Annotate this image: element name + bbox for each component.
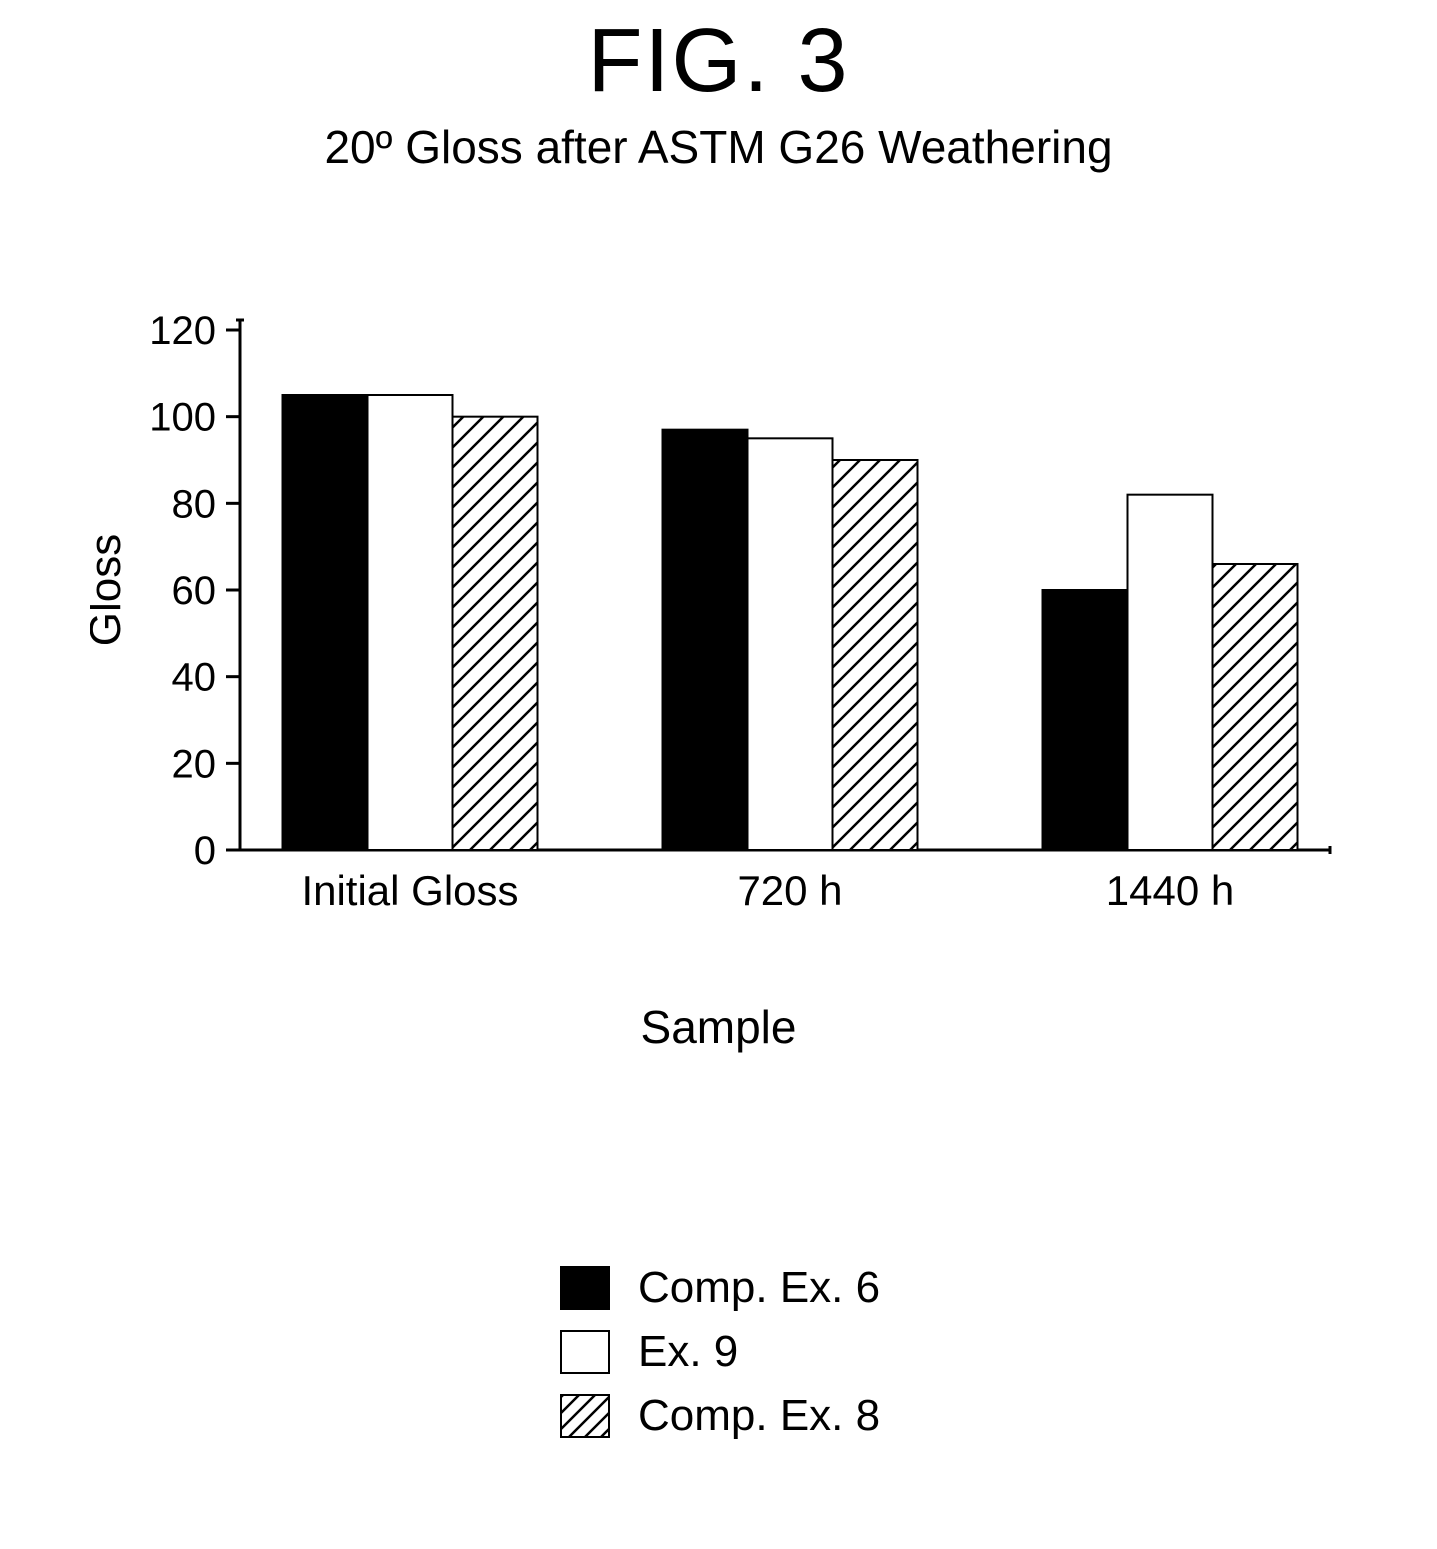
- y-tick-label: 0: [194, 829, 216, 873]
- bar: [283, 395, 368, 850]
- legend: Comp. Ex. 6 Ex. 9 Comp. Ex. 8: [560, 1260, 880, 1452]
- x-tick-label: 720 h: [737, 867, 842, 914]
- legend-label: Comp. Ex. 8: [638, 1391, 880, 1441]
- legend-label: Comp. Ex. 6: [638, 1263, 880, 1313]
- legend-item: Comp. Ex. 8: [560, 1388, 880, 1444]
- y-tick-label: 20: [172, 742, 217, 786]
- bar: [453, 417, 538, 850]
- y-tick-label: 60: [172, 569, 217, 613]
- legend-label: Ex. 9: [638, 1327, 738, 1377]
- figure-subtitle: 20º Gloss after ASTM G26 Weathering: [0, 120, 1437, 174]
- figure-label: FIG. 3: [0, 10, 1437, 113]
- y-tick-label: 100: [149, 396, 216, 440]
- legend-item: Ex. 9: [560, 1324, 880, 1380]
- x-tick-label: 1440 h: [1106, 867, 1234, 914]
- legend-swatch: [560, 1266, 610, 1310]
- legend-item: Comp. Ex. 6: [560, 1260, 880, 1316]
- y-tick-label: 80: [172, 482, 217, 526]
- bar: [748, 438, 833, 850]
- y-axis-title: Gloss: [90, 534, 130, 646]
- y-tick-label: 40: [172, 656, 217, 700]
- x-tick-label: Initial Gloss: [301, 867, 518, 914]
- bar: [833, 460, 918, 850]
- bar-chart: 0 20 40 60 80 100 120 Gloss Initial Gloss 720 h 14…: [90, 310, 1350, 950]
- legend-swatch: [560, 1394, 610, 1438]
- bar: [1043, 590, 1128, 850]
- figure-page: FIG. 3 20º Gloss after ASTM G26 Weatheri…: [0, 0, 1437, 1549]
- y-tick-label: 120: [149, 310, 216, 353]
- bar: [368, 395, 453, 850]
- legend-swatch: [560, 1330, 610, 1374]
- bar: [663, 430, 748, 850]
- x-axis-title: Sample: [0, 1000, 1437, 1054]
- bar: [1213, 564, 1298, 850]
- chart-svg: 0 20 40 60 80 100 120 Gloss Initial Gloss 720 h 14…: [90, 310, 1350, 950]
- bar: [1128, 495, 1213, 850]
